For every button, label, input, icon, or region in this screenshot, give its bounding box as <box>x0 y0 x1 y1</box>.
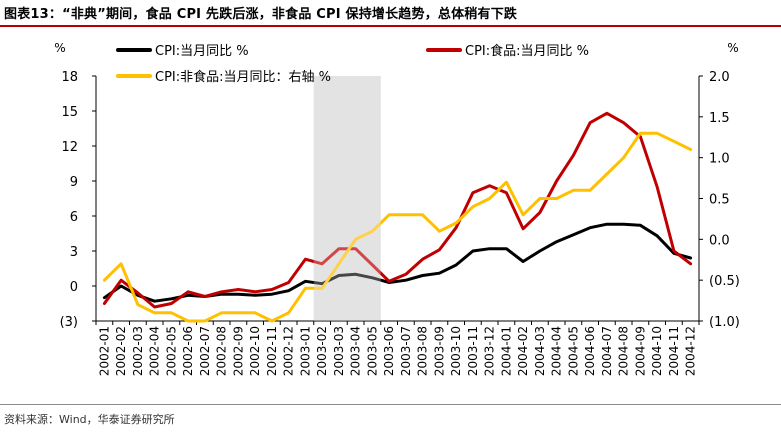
x-axis-tick-label: 2002-10 <box>248 326 262 376</box>
x-axis-tick-label: 2004-07 <box>600 326 614 376</box>
right-axis-tick-label: 2.0 <box>709 70 730 85</box>
left-axis-unit: % <box>54 41 65 55</box>
x-axis-tick-label: 2002-11 <box>265 326 279 376</box>
x-axis-tick-label: 2002-08 <box>215 326 229 376</box>
cpi-nonfood-line <box>102 131 693 323</box>
cpi-food-line <box>102 111 693 309</box>
x-axis-tick-label: 2004-05 <box>566 326 580 376</box>
left-axis-tick-label: 3 <box>70 245 78 260</box>
x-axis-tick-label: 2004-10 <box>650 326 664 376</box>
x-axis-tick-label: 2002-07 <box>198 326 212 376</box>
right-axis-tick-label: 1.0 <box>709 152 730 167</box>
bottom-rule <box>0 404 781 405</box>
left-axis-tick-label: (3) <box>60 315 78 330</box>
x-axis-tick-label: 2003-02 <box>315 326 329 376</box>
legend-item-cpi-food-label: CPI:食品:当月同比 % <box>465 43 589 59</box>
x-axis-tick-label: 2004-08 <box>617 326 631 376</box>
x-axis-tick-label: 2002-05 <box>164 326 178 376</box>
right-axis-unit: % <box>727 41 738 55</box>
left-axis-tick-label: 6 <box>70 210 78 225</box>
right-axis-tick-label: 0.0 <box>709 233 730 248</box>
x-axis-tick-label: 2004-03 <box>533 326 547 376</box>
left-axis-tick-label: 15 <box>61 105 78 120</box>
x-axis-tick-label: 2003-11 <box>466 326 480 376</box>
x-axis-tick-label: 2004-11 <box>667 326 681 376</box>
x-axis-tick-label: 2004-01 <box>499 326 513 376</box>
figure-title: 图表13：“非典”期间，食品 CPI 先跌后涨，非食品 CPI 保持增长趋势，总… <box>4 7 518 22</box>
title-rule <box>0 25 781 27</box>
shaded-period-overlay <box>313 76 381 321</box>
x-axis-tick-label: 2004-06 <box>583 326 597 376</box>
x-axis-tick-label: 2002-04 <box>148 326 162 376</box>
right-axis-tick-label: 1.5 <box>709 111 730 126</box>
x-axis-tick-label: 2002-09 <box>231 326 245 376</box>
x-axis-tick-label: 2002-06 <box>181 326 195 376</box>
right-axis-tick-label: (0.5) <box>709 274 740 289</box>
x-axis-tick-label: 2002-02 <box>114 326 128 376</box>
x-axis-tick-label: 2003-10 <box>449 326 463 376</box>
left-axis-tick-label: 0 <box>70 280 78 295</box>
x-axis-tick-label: 2002-03 <box>131 326 145 376</box>
x-axis-tick-label: 2003-07 <box>399 326 413 376</box>
x-axis-tick-label: 2003-06 <box>382 326 396 376</box>
x-axis-tick-label: 2004-09 <box>633 326 647 376</box>
left-axis-tick-label: 9 <box>70 175 78 190</box>
x-axis-tick-label: 2004-02 <box>516 326 530 376</box>
legend-item-cpi-nonfood-label: CPI:非食品:当月同比：右轴 % <box>155 69 331 85</box>
x-axis-tick-label: 2002-01 <box>97 326 111 376</box>
legend-item-cpi-total-label: CPI:当月同比 % <box>155 44 249 59</box>
x-axis-tick-label: 2003-05 <box>365 326 379 376</box>
cpi-total-line <box>102 222 693 303</box>
left-axis-tick-label: 12 <box>61 140 78 155</box>
x-axis-tick-label: 2003-12 <box>483 326 497 376</box>
shaded-period-band <box>313 76 381 321</box>
x-axis-tick-label: 2003-09 <box>432 326 446 376</box>
right-axis-tick-label: (1.0) <box>709 315 740 330</box>
x-axis-tick-label: 2003-08 <box>416 326 430 376</box>
x-axis-tick-label: 2002-12 <box>282 326 296 376</box>
right-axis-tick-label: 0.5 <box>709 193 730 208</box>
source-note: 资料来源：Wind，华泰证券研究所 <box>4 413 175 426</box>
x-axis-tick-label: 2004-12 <box>684 326 698 376</box>
x-axis-tick-label: 2003-01 <box>298 326 312 376</box>
x-axis-tick-label: 2003-04 <box>349 326 363 376</box>
x-axis-tick-label: 2003-03 <box>332 326 346 376</box>
line-chart: 18 15 12 9 6 3 0 (3)% 2.0 1.5 1.0 0.5 0.0 (0.5) (1.0)%… <box>54 41 740 376</box>
left-axis-tick-label: 18 <box>61 70 78 85</box>
x-axis-tick-label: 2004-04 <box>550 326 564 376</box>
